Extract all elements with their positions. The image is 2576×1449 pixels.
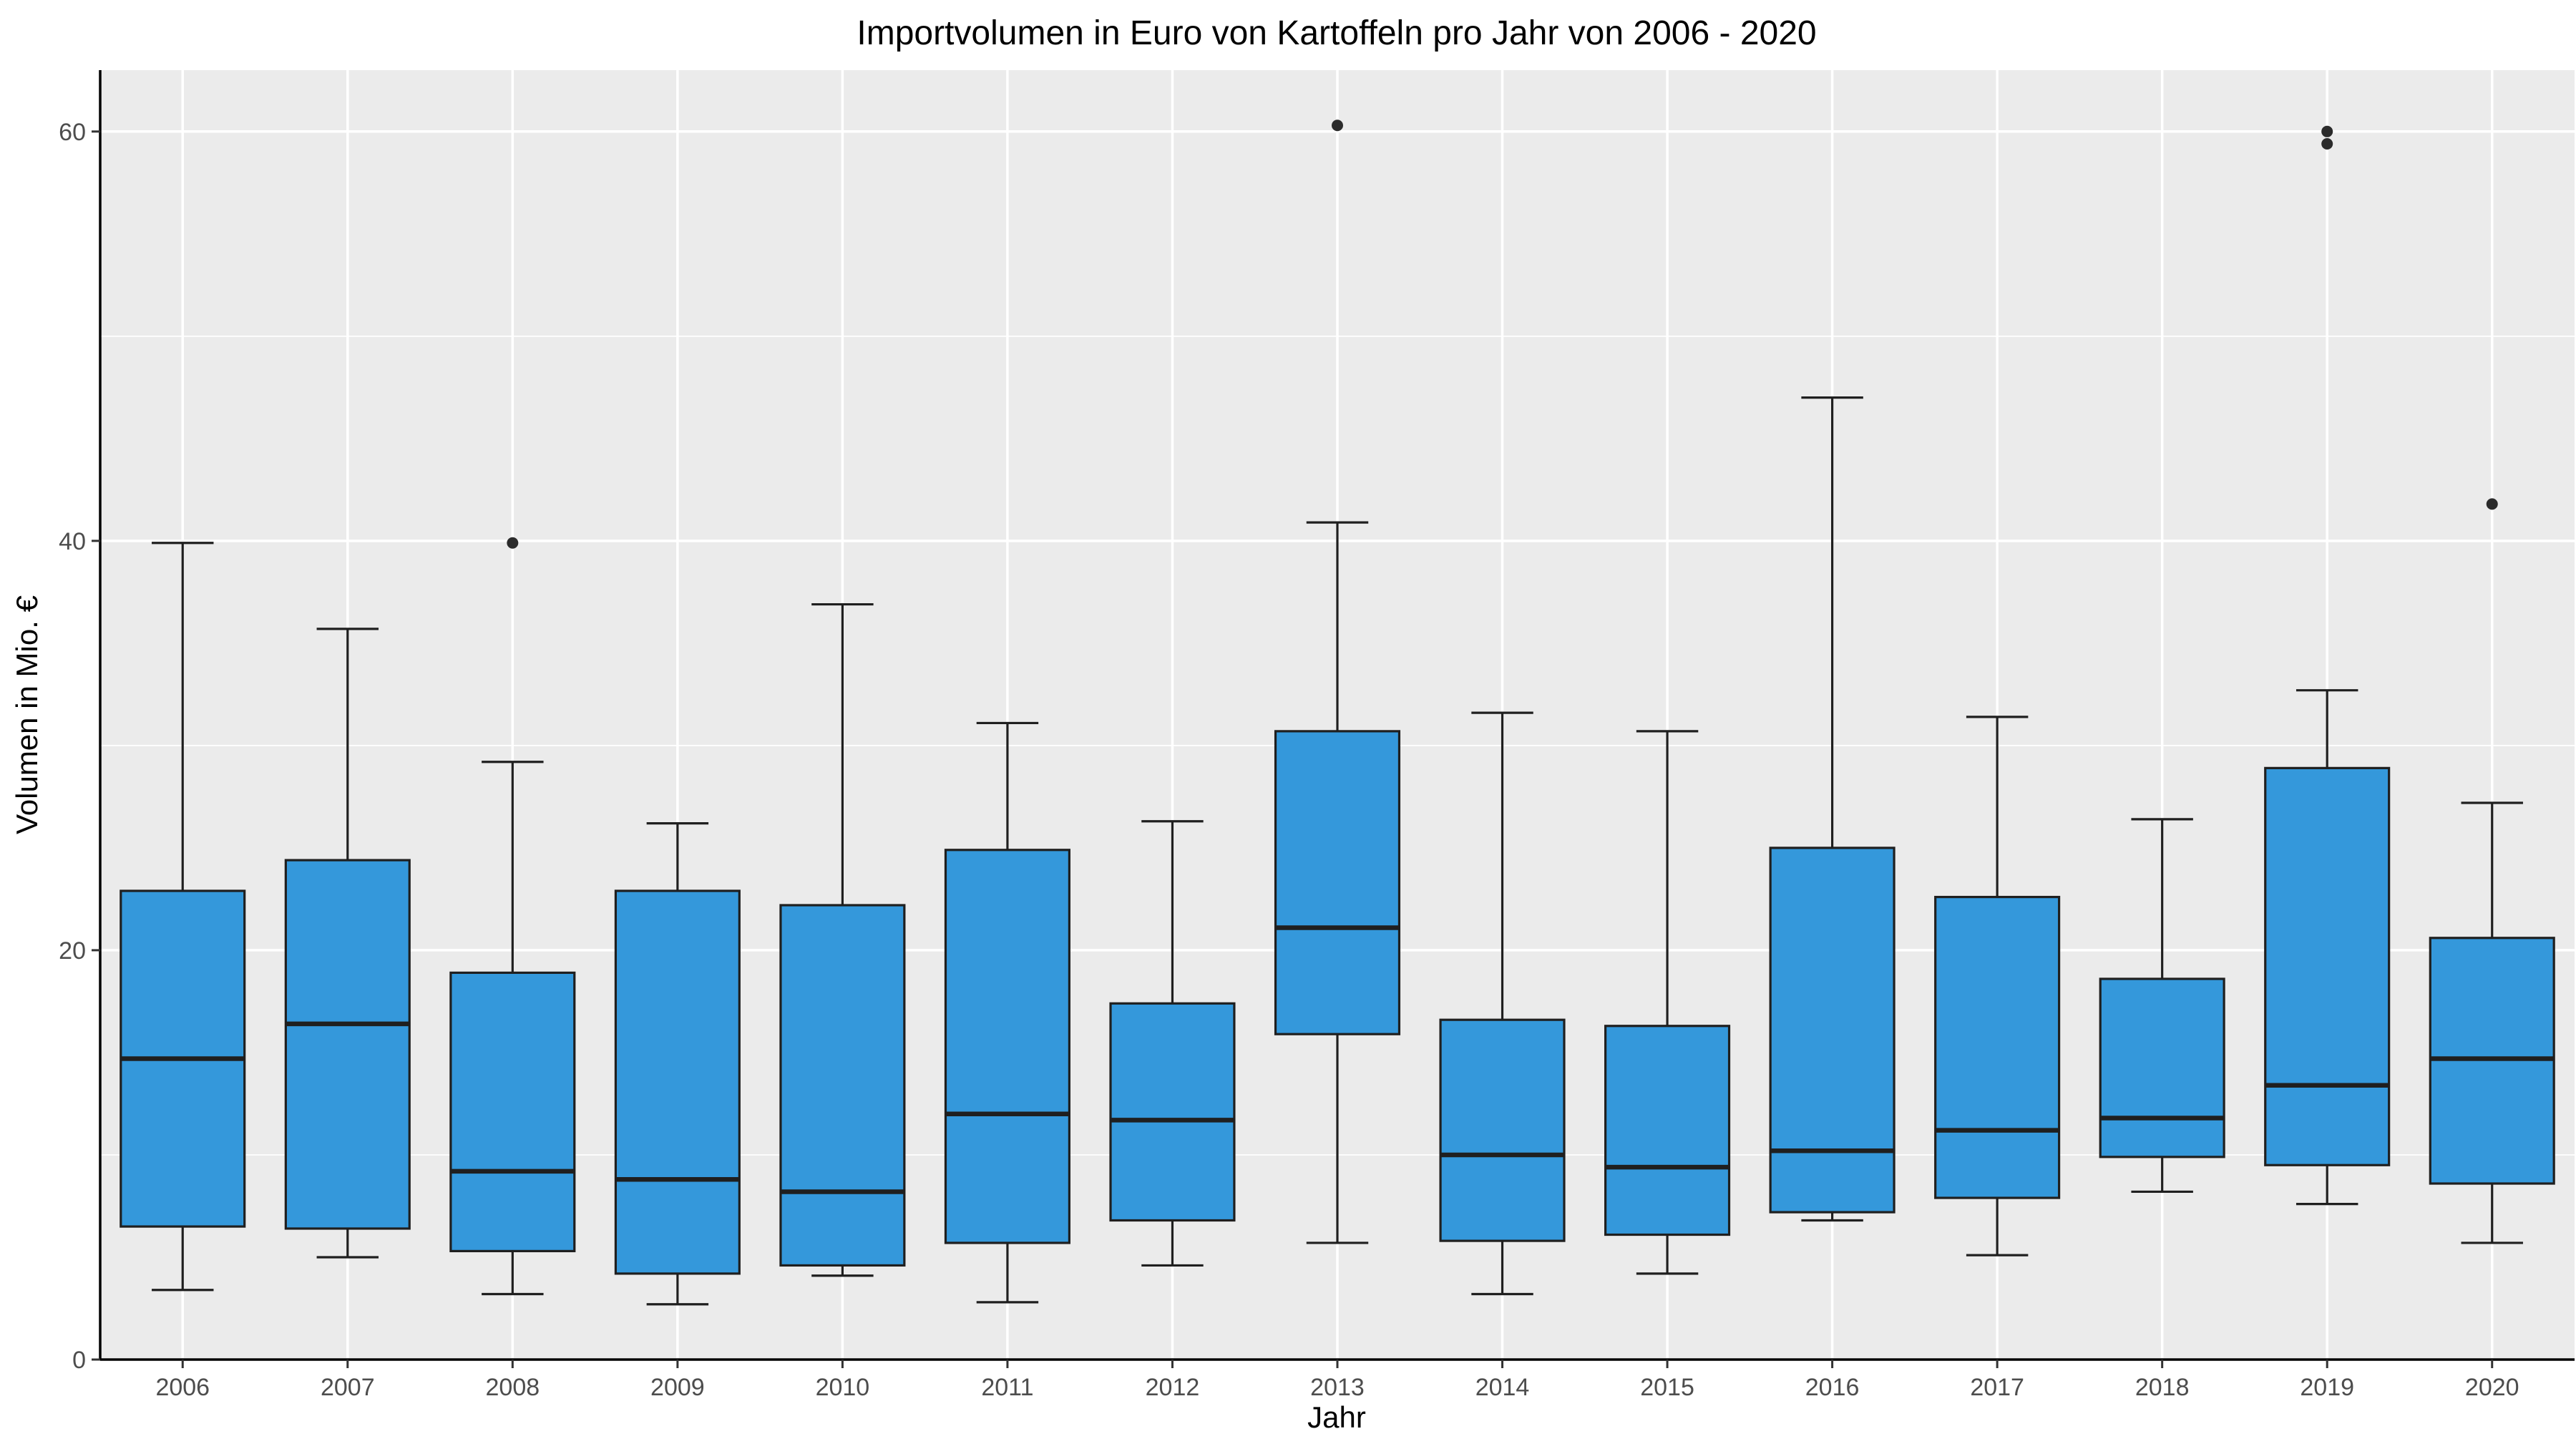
iqr-box [449,971,576,1253]
x-tick-label: 2014 [1475,1374,1530,1401]
iqr-box [284,859,411,1230]
iqr-box [2264,766,2391,1166]
iqr-box [614,889,741,1275]
box-2020 [2429,498,2555,1244]
x-tick-label: 2009 [650,1374,705,1401]
x-tick-label: 2010 [816,1374,870,1401]
box-2015 [1604,730,1731,1275]
outlier-point [2486,498,2498,510]
x-tick-label: 2019 [2300,1374,2354,1401]
box-2018 [2099,818,2225,1194]
iqr-box [2099,977,2225,1158]
x-tick-label: 2011 [981,1374,1033,1401]
iqr-box [1934,895,2061,1199]
x-tick-label: 2017 [1970,1374,2024,1401]
y-axis-title: Volumen in Mio. € [10,595,44,834]
y-axis-ticks: 0 20 40 60 [59,119,100,1374]
x-axis-ticks: 2006 2007 2008 2009 2010 2011 2012 2013 2014 2015… [155,1360,2519,1401]
box-2016 [1769,396,1896,1222]
outlier-point [507,537,519,549]
iqr-box [1274,730,1401,1035]
box-2009 [614,821,741,1306]
y-tick-label: 60 [59,119,86,146]
y-tick-label: 20 [59,937,86,965]
box-2013 [1274,119,1401,1244]
boxplot-series [119,119,2555,1306]
iqr-box [1604,1025,1731,1236]
x-tick-label: 2007 [321,1374,375,1401]
box-2006 [119,542,246,1292]
box-2017 [1934,716,2061,1257]
y-tick-label: 40 [59,528,86,555]
x-tick-label: 2008 [486,1374,540,1401]
x-tick-label: 2020 [2465,1374,2519,1401]
box-2012 [1109,820,1236,1267]
chart-title: Importvolumen in Euro von Kartoffeln pro… [857,14,1816,52]
box-2011 [944,721,1070,1304]
box-2007 [284,628,411,1259]
x-tick-label: 2013 [1310,1374,1365,1401]
iqr-box [1109,1002,1236,1222]
outlier-point [2321,125,2333,137]
box-2010 [779,602,906,1277]
x-tick-label: 2006 [155,1374,210,1401]
iqr-box [1439,1018,1566,1242]
outlier-point [2321,137,2333,150]
x-axis-title: Jahr [1307,1400,1366,1434]
outlier-point [1332,119,1343,132]
box-2014 [1439,711,1566,1296]
x-tick-label: 2016 [1805,1374,1860,1401]
iqr-box [944,849,1070,1244]
iqr-box [1769,847,1896,1214]
x-tick-label: 2015 [1640,1374,1694,1401]
y-tick-label: 0 [72,1347,86,1374]
box-2019 [2264,125,2391,1206]
x-tick-label: 2012 [1146,1374,1200,1401]
x-tick-label: 2018 [2135,1374,2190,1401]
iqr-box [779,904,906,1267]
box-2008 [449,537,576,1296]
